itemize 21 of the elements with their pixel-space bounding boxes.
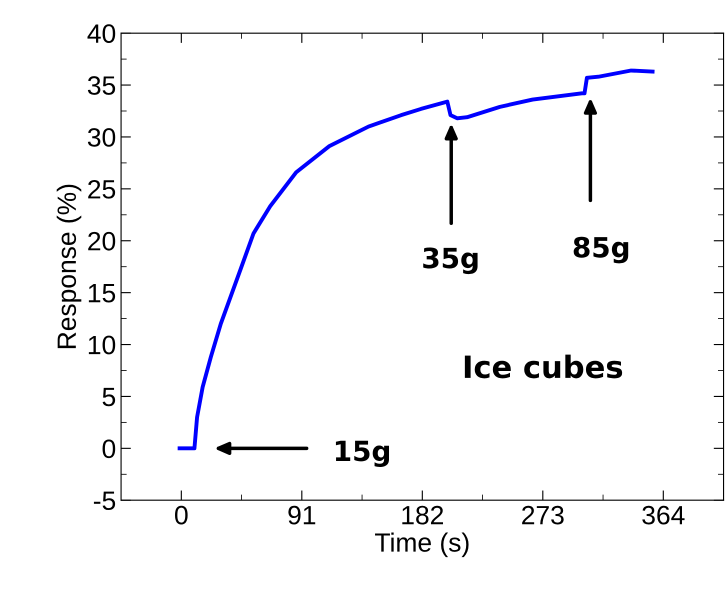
annotation: 85g — [574, 236, 628, 264]
y-tick-label: 35 — [88, 76, 116, 95]
y-tick-label: -5 — [94, 492, 116, 510]
annotation: 15g — [336, 440, 390, 467]
x-tick-label: 91 — [288, 506, 316, 524]
y-axis-title: Response (%) — [56, 184, 82, 348]
x-axis-title: Time (s) — [375, 532, 469, 558]
x-tick-label: 273 — [522, 506, 564, 524]
x-tick-label: 182 — [402, 506, 444, 524]
y-tick-label: 0 — [102, 439, 116, 458]
annotation: Ice cubes — [464, 354, 622, 378]
y-tick-label: 10 — [88, 336, 116, 354]
y-tick-label: 20 — [88, 232, 116, 251]
y-tick-label: 5 — [102, 388, 116, 406]
annotation: 35g — [423, 247, 478, 274]
x-tick-label: 0 — [175, 506, 188, 524]
y-tick-label: 30 — [88, 128, 116, 147]
x-tick-label: 364 — [642, 506, 685, 524]
y-tick-label: 25 — [88, 180, 116, 199]
y-tick-label: 40 — [87, 24, 116, 43]
y-tick-label: 15 — [88, 284, 116, 302]
